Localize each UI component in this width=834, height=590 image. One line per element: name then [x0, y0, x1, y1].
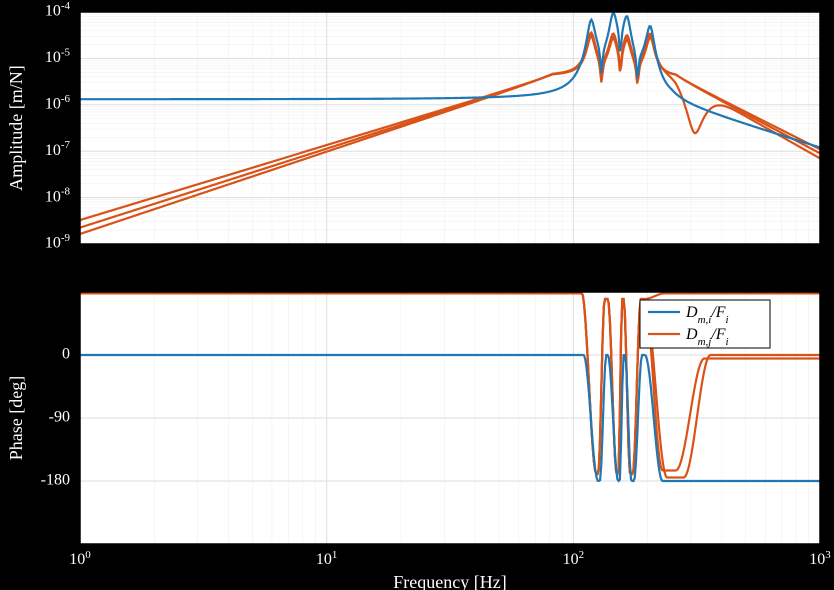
legend: Dm,i/FiDm,j/Fi: [640, 300, 770, 348]
bode-plot-container: { "figure": { "width": 834, "height": 59…: [0, 0, 834, 590]
bode-plot-svg: 10-910-810-710-610-510-4Amplitude [m/N]-…: [0, 0, 834, 590]
phase-ylabel: Phase [deg]: [6, 376, 26, 460]
phase-ytick: -180: [41, 472, 70, 489]
phase-ytick: -90: [49, 409, 70, 426]
mag-ylabel: Amplitude [m/N]: [6, 65, 26, 190]
phase-ytick: 0: [62, 346, 70, 363]
xlabel: Frequency [Hz]: [393, 572, 506, 590]
